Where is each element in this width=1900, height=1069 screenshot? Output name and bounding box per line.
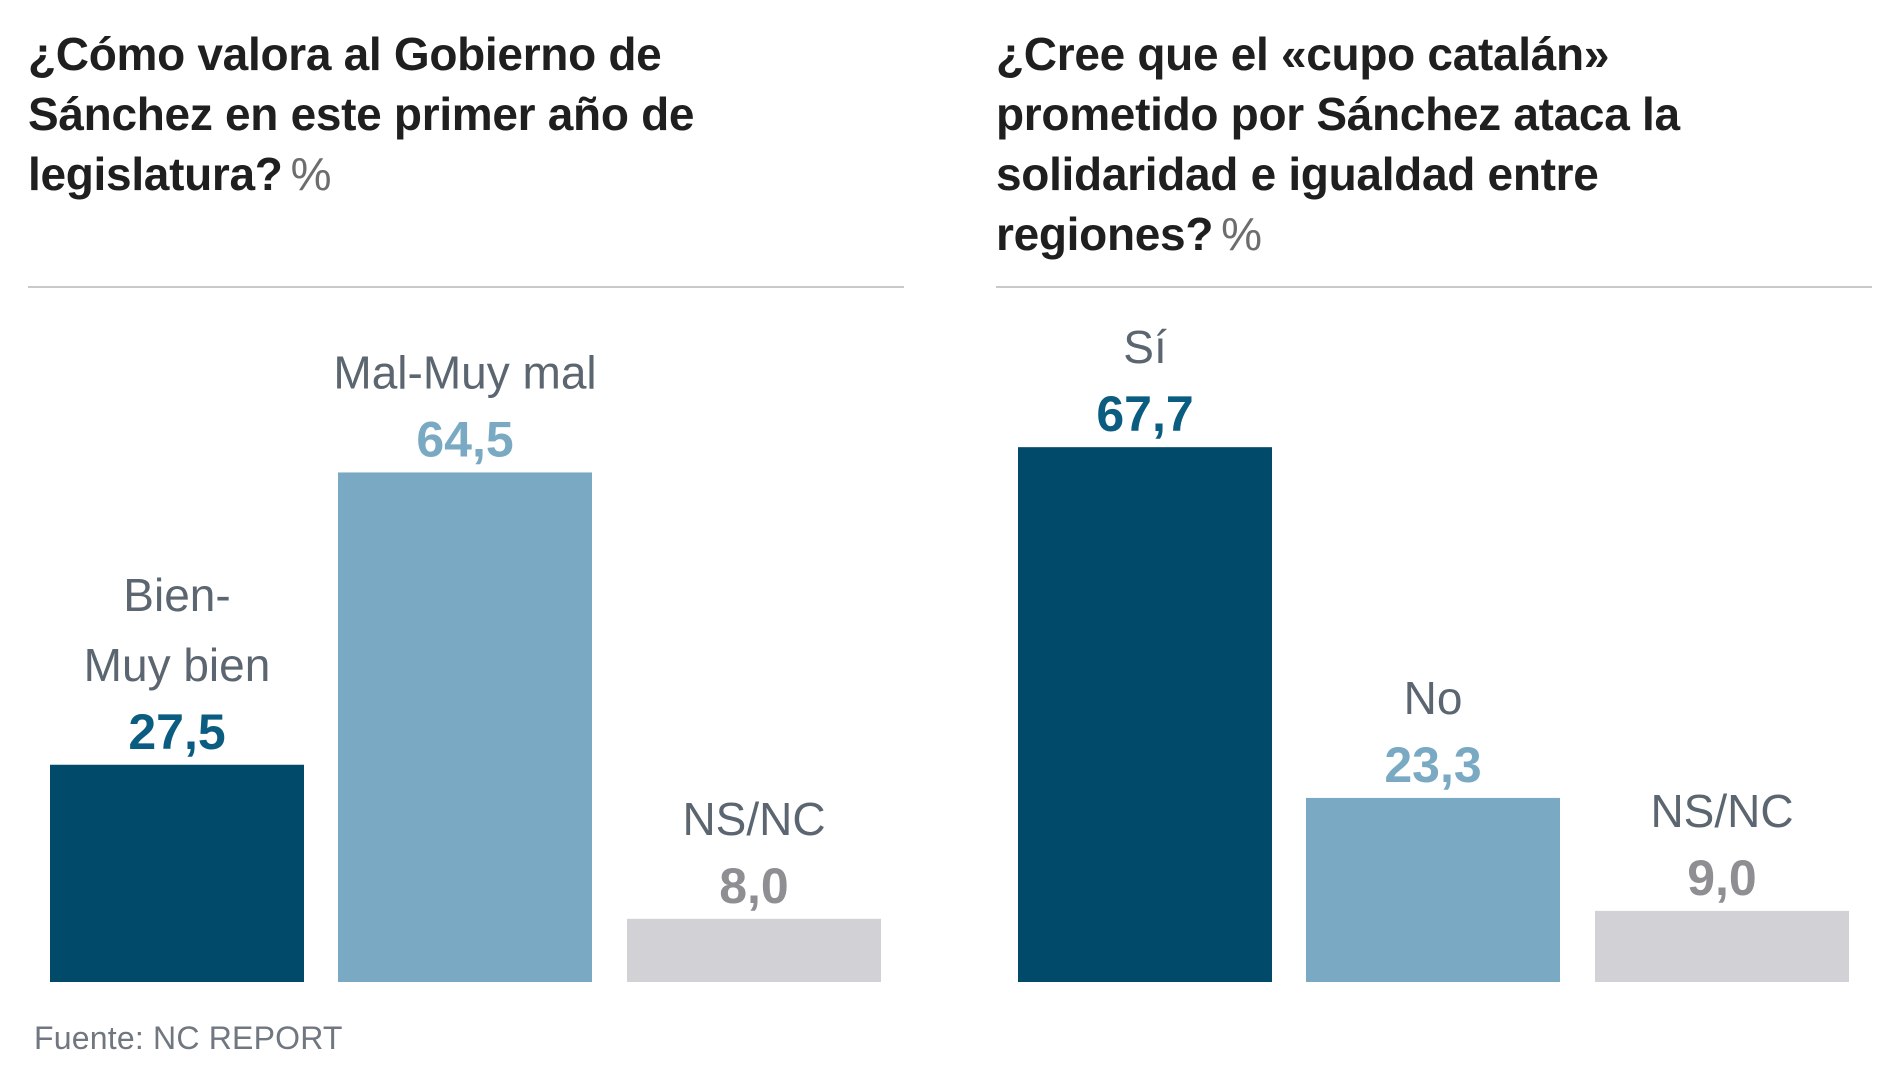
title-divider-left: [28, 286, 904, 288]
unit-label-left: %: [290, 148, 332, 200]
category-label-left-1-line-2: Muy bien: [84, 639, 271, 691]
value-label-right-3: 9,0: [1687, 850, 1757, 906]
category-label-right-1: Sí: [1123, 321, 1167, 373]
chart-title-left-text: ¿Cómo valora al Gobierno de Sánchez en e…: [28, 28, 695, 200]
title-divider-right: [996, 286, 1872, 288]
category-label-right-3: NS/NC: [1650, 785, 1793, 837]
value-label-left-1: 27,5: [128, 704, 225, 760]
category-label-left-1-line-1: Bien-: [123, 569, 230, 621]
value-label-left-2: 64,5: [416, 411, 513, 467]
bar-left-2: [338, 472, 592, 982]
bar-chart-left: 27,5 Bien- Muy bien 64,5 Mal-Muy mal 8,0 NS/NC: [50, 346, 881, 982]
bar-left-3: [627, 918, 881, 982]
category-label-left-3: NS/NC: [682, 793, 825, 845]
chart-title-right-text: ¿Cree que el «cupo catalán» prometido po…: [996, 28, 1680, 260]
value-label-right-1: 67,7: [1096, 386, 1193, 442]
value-label-right-2: 23,3: [1384, 737, 1481, 793]
chart-panel-right: ¿Cree que el «cupo catalán» prometido po…: [996, 0, 1872, 1000]
bar-right-1: [1018, 447, 1272, 982]
category-label-left-2: Mal-Muy mal: [333, 346, 596, 398]
bar-chart-right: 67,7 Sí 23,3 No 9,0 NS/NC: [1018, 321, 1849, 982]
chart-panel-left: ¿Cómo valora al Gobierno de Sánchez en e…: [28, 0, 904, 1000]
bar-left-1: [50, 764, 304, 982]
unit-label-right: %: [1221, 208, 1262, 260]
chart-title-right: ¿Cree que el «cupo catalán» prometido po…: [996, 24, 1756, 264]
source-note: Fuente: NC REPORT: [34, 1020, 343, 1056]
bar-right-3: [1595, 910, 1849, 982]
chart-title-left: ¿Cómo valora al Gobierno de Sánchez en e…: [28, 24, 788, 204]
category-label-right-2: No: [1404, 672, 1463, 724]
bar-right-2: [1306, 797, 1560, 982]
value-label-left-3: 8,0: [719, 858, 789, 914]
